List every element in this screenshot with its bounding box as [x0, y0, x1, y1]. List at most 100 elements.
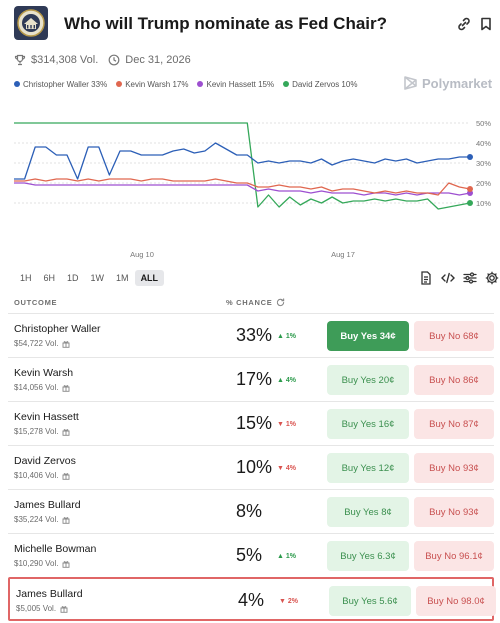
change-arrow-icon: ▼ [277, 465, 284, 472]
chart-tools [412, 270, 500, 286]
legend-dot [283, 81, 290, 87]
buy-yes-button[interactable]: Buy Yes 16¢ [327, 409, 409, 439]
outcome-name: Christopher Waller [14, 323, 101, 335]
chance-change: ▼ 2% [279, 598, 298, 605]
outcome-chance: 4% [238, 590, 265, 610]
outcome-row[interactable]: Kevin Warsh $14,056 Vol. 17% ▲ 4% Buy Yes 20… [8, 357, 494, 401]
outcome-name: James Bullard [14, 499, 81, 511]
fed-seal-icon [14, 6, 48, 40]
trophy-icon [14, 54, 26, 66]
link-icon[interactable] [456, 16, 472, 32]
outcome-volume-wrap: $14,056 Vol. [14, 383, 70, 392]
gift-icon [63, 472, 70, 480]
outcome-volume-wrap: $54,722 Vol. [14, 339, 70, 348]
document-icon[interactable] [418, 270, 434, 286]
buy-yes-button[interactable]: Buy Yes 34¢ [327, 321, 409, 351]
legend-label: David Zervos 10% [292, 79, 358, 89]
buy-no-button[interactable]: Buy No 68¢ [414, 321, 494, 351]
chance-change: ▲ 1% [277, 553, 296, 560]
series-line [14, 178, 471, 196]
legend-dot [14, 81, 20, 87]
range-1h[interactable]: 1H [20, 273, 32, 283]
time-range-selector: 1H 6H 1D 1W 1M ALL [14, 269, 165, 287]
legend-dot [197, 81, 204, 87]
y-tick-label: 10% [476, 199, 491, 208]
legend-label: Christopher Waller 33% [23, 79, 108, 89]
price-history-chart[interactable]: 50% 40% 30% 20% 10% Aug 10 Aug 17 [0, 100, 500, 265]
outcome-row[interactable]: Michelle Bowman $10,290 Vol. 5% ▲ 1% Buy Yes… [8, 533, 494, 577]
outcome-volume-wrap: $35,224 Vol. [14, 515, 70, 524]
buy-no-button[interactable]: Buy No 86¢ [414, 365, 494, 395]
outcome-volume: $54,722 Vol. [14, 339, 59, 348]
buy-yes-button[interactable]: Buy Yes 5.6¢ [329, 586, 411, 616]
range-1w[interactable]: 1W [90, 273, 105, 283]
range-1d[interactable]: 1D [67, 273, 79, 283]
change-arrow-icon: ▲ [277, 333, 284, 340]
gift-icon [63, 384, 70, 392]
series-end-point [467, 186, 473, 192]
sliders-icon[interactable] [462, 270, 478, 286]
outcome-row[interactable]: Kevin Hassett $15,278 Vol. 15% ▼ 1% Buy Yes … [8, 401, 494, 445]
chance-change: ▼ 4% [277, 465, 296, 472]
legend-item: Christopher Waller 33% [14, 80, 107, 89]
outcome-volume: $10,290 Vol. [14, 559, 59, 568]
chance-change-value: 4% [285, 465, 297, 472]
refresh-icon[interactable] [276, 298, 285, 307]
legend-dot [116, 81, 123, 87]
outcome-row[interactable]: David Zervos $10,406 Vol. 10% ▼ 4% Buy Yes 1… [8, 445, 494, 489]
outcome-row[interactable]: James Bullard $5,005 Vol. 4% ▼ 2% Buy Yes 5.… [8, 577, 496, 621]
chance-change-value: 1% [285, 553, 297, 560]
page-title: Who will Trump nominate as Fed Chair? [64, 14, 388, 33]
buy-yes-button[interactable]: Buy Yes 20¢ [327, 365, 409, 395]
outcome-chance: 15% [236, 413, 273, 433]
x-tick-label: Aug 10 [130, 250, 154, 259]
outcome-volume: $15,278 Vol. [14, 427, 59, 436]
gift-icon [63, 428, 70, 436]
series-line [14, 182, 471, 196]
legend-item: David Zervos 10% [283, 80, 357, 89]
legend-item: Kevin Hassett 15% [197, 80, 274, 89]
change-arrow-icon: ▼ [277, 421, 284, 428]
polymarket-logo-icon [404, 76, 417, 90]
chance-column-label: % CHANCE [226, 298, 273, 307]
y-tick-label: 40% [476, 139, 491, 148]
brand-name: Polymarket [422, 75, 493, 91]
series-line [14, 122, 471, 210]
range-6h[interactable]: 6H [43, 273, 56, 283]
range-1m[interactable]: 1M [116, 273, 129, 283]
outcome-name: Kevin Hassett [14, 411, 79, 423]
outcome-volume: $35,224 Vol. [14, 515, 59, 524]
chance-change-value: 4% [285, 377, 297, 384]
buy-yes-button[interactable]: Buy Yes 8¢ [327, 497, 409, 527]
chance-change: ▲ 1% [277, 333, 296, 340]
market-volume: $314,308 Vol. [31, 54, 99, 66]
y-tick-label: 30% [476, 159, 491, 168]
outcome-name: Michelle Bowman [14, 543, 97, 555]
buy-yes-button[interactable]: Buy Yes 12¢ [327, 453, 409, 483]
outcome-name: David Zervos [14, 455, 76, 467]
buy-no-button[interactable]: Buy No 93¢ [414, 453, 494, 483]
chance-change-value: 1% [285, 333, 297, 340]
market-header: Who will Trump nominate as Fed Chair? [14, 6, 491, 42]
y-tick-label: 50% [476, 119, 491, 128]
gift-icon [60, 605, 68, 613]
range-all[interactable]: ALL [134, 270, 165, 286]
chance-change-value: 2% [287, 598, 299, 605]
outcome-chance: 17% [236, 369, 273, 389]
outcome-row[interactable]: James Bullard $35,224 Vol. 8% Buy Yes 8¢ Buy… [8, 489, 494, 533]
outcome-chance: 10% [236, 457, 273, 477]
outcome-chance: 5% [236, 545, 263, 565]
buy-no-button[interactable]: Buy No 93¢ [414, 497, 494, 527]
bookmark-icon[interactable] [478, 16, 494, 32]
series-end-point [467, 200, 473, 206]
outcome-chance: 8% [236, 501, 263, 521]
gear-icon[interactable] [484, 270, 500, 286]
buy-no-button[interactable]: Buy No 98.0¢ [416, 586, 496, 616]
outcome-row[interactable]: Christopher Waller $54,722 Vol. 33% ▲ 1% Buy… [8, 313, 494, 357]
embed-code-icon[interactable] [440, 270, 456, 286]
buy-yes-button[interactable]: Buy Yes 6.3¢ [327, 541, 409, 571]
series-end-point [467, 154, 473, 160]
buy-no-button[interactable]: Buy No 87¢ [414, 409, 494, 439]
buy-no-button[interactable]: Buy No 96.1¢ [414, 541, 494, 571]
outcomes-table-header: OUTCOME % CHANCE [14, 296, 494, 310]
